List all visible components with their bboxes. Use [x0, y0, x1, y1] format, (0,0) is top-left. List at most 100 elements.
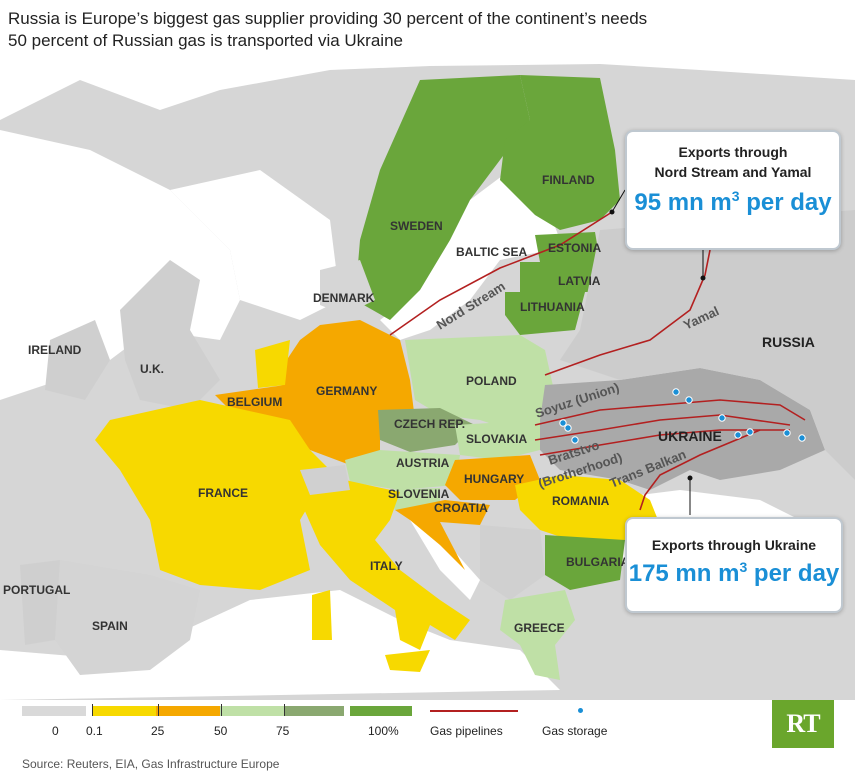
storage-dot: [685, 396, 693, 404]
legend-label-50: 50: [214, 724, 228, 738]
country-bulgaria: [545, 535, 625, 590]
pipeline-nord-stream: [389, 211, 613, 336]
label-germany: GERMANY: [316, 384, 377, 398]
legend-label-100: 100%: [368, 724, 399, 738]
country-estonia: [535, 232, 600, 262]
callout-north-value-unit: per day: [739, 189, 832, 216]
storage-dot: [783, 429, 791, 437]
uk-land: [120, 260, 220, 410]
legend-tick: [221, 704, 222, 716]
baltic-sea: [380, 170, 560, 340]
label-russia: RUSSIA: [762, 334, 815, 350]
storage-dot: [559, 419, 567, 427]
country-portugal: [20, 560, 60, 645]
label-ireland: IRELAND: [28, 343, 82, 357]
callout-ukraine-title: Exports through Ukraine: [651, 537, 817, 553]
storage-dot: [798, 434, 806, 442]
label-uk: U.K.: [140, 362, 164, 376]
source-note: Source: Reuters, EIA, Gas Infrastructure…: [22, 757, 280, 771]
legend-label-75: 75: [276, 724, 290, 738]
label-czech: CZECH REP.: [394, 417, 465, 431]
header-line-2: 50 percent of Russian gas is transported…: [8, 31, 403, 50]
header-line-1: Russia is Europe’s biggest gas supplier …: [8, 9, 648, 28]
storage-dot: [564, 424, 572, 432]
callout-ukraine: Exports through Ukraine 175 mn m3 per da…: [625, 517, 843, 613]
legend-label-25: 25: [151, 724, 165, 738]
country-denmark: [320, 260, 375, 315]
label-latvia: LATVIA: [558, 274, 601, 288]
legend-swatch-lightgreen: [220, 706, 284, 716]
storage-dot: [734, 431, 742, 439]
legend-tick: [92, 704, 93, 716]
label-romania: ROMANIA: [552, 494, 610, 508]
legend-tick: [284, 704, 285, 716]
label-slovakia: SLOVAKIA: [466, 432, 527, 446]
callout-north-value: 95 mn m3 per day: [627, 188, 839, 217]
north-sea: [170, 170, 340, 320]
callout-ukraine-value-number: 175 mn m: [628, 560, 740, 587]
label-belgium: BELGIUM: [227, 395, 282, 409]
callout-ukraine-value-sup: 3: [739, 559, 748, 575]
rt-logo: RT: [772, 700, 834, 748]
country-croatia: [395, 500, 490, 570]
country-finland: [500, 75, 620, 230]
callout-north-value-number: 95 mn m: [634, 189, 732, 216]
label-spain: SPAIN: [92, 619, 128, 633]
ireland-land: [45, 320, 110, 400]
legend-swatch-0: [22, 706, 86, 716]
country-switzerland: [300, 465, 350, 495]
legend-tick: [158, 704, 159, 716]
legend-storage-dot: [578, 708, 583, 713]
callout-ukraine-value: 175 mn m3 per day: [627, 559, 841, 588]
country-spain: [55, 560, 200, 675]
label-austria: AUSTRIA: [396, 456, 450, 470]
country-ukraine: [540, 368, 825, 490]
callout-north-anchor: [609, 209, 615, 215]
label-greece: GREECE: [514, 621, 565, 635]
country-austria: [345, 450, 460, 490]
country-latvia: [520, 262, 602, 292]
label-baltic-sea: BALTIC SEA: [456, 245, 527, 259]
country-serbia: [480, 525, 545, 600]
mediterranean: [0, 590, 560, 700]
country-russia: [560, 210, 855, 480]
pipeline-bratstvo: [534, 414, 791, 441]
island-sardinia: [312, 590, 332, 640]
country-greece: [500, 590, 575, 680]
label-estonia: ESTONIA: [548, 241, 601, 255]
legend-swatch-orange: [156, 706, 220, 716]
callout-ukraine-value-unit: per day: [747, 560, 840, 587]
country-sweden: [355, 75, 530, 320]
label-lithuania: LITHUANIA: [520, 300, 585, 314]
label-poland: POLAND: [466, 374, 517, 388]
label-finland: FINLAND: [542, 173, 595, 187]
country-czech: [378, 408, 475, 452]
label-denmark: DENMARK: [313, 291, 375, 305]
country-poland: [405, 335, 555, 430]
pipeline-yamal: [544, 249, 711, 376]
legend-pipelines-label: Gas pipelines: [430, 724, 503, 738]
legend-pipeline-line: [430, 710, 518, 712]
label-france: FRANCE: [198, 486, 248, 500]
storage-dot: [746, 428, 754, 436]
legend-swatch-green: [350, 706, 412, 716]
label-portugal: PORTUGAL: [3, 583, 70, 597]
island-sicily: [385, 650, 430, 672]
country-slovakia: [455, 420, 540, 460]
label-slovenia: SLOVENIA: [388, 487, 450, 501]
legend-label-0: 0: [52, 724, 59, 738]
legend-swatch-olive: [284, 706, 344, 716]
callout-yamal-anchor: [700, 275, 706, 281]
pipeline-trans-balkan: [639, 429, 761, 511]
callout-north-title-1: Exports through: [678, 144, 788, 160]
legend-storage-label: Gas storage: [542, 724, 608, 738]
storage-dot: [571, 436, 579, 444]
adriatic: [410, 520, 480, 600]
label-italy: ITALY: [370, 559, 403, 573]
pipeline-bratstvo-2: [539, 429, 790, 456]
country-romania: [515, 475, 660, 540]
country-lithuania: [505, 292, 585, 335]
country-belgium: [215, 385, 290, 425]
storage-dot: [718, 414, 726, 422]
storage-dot: [672, 388, 680, 396]
